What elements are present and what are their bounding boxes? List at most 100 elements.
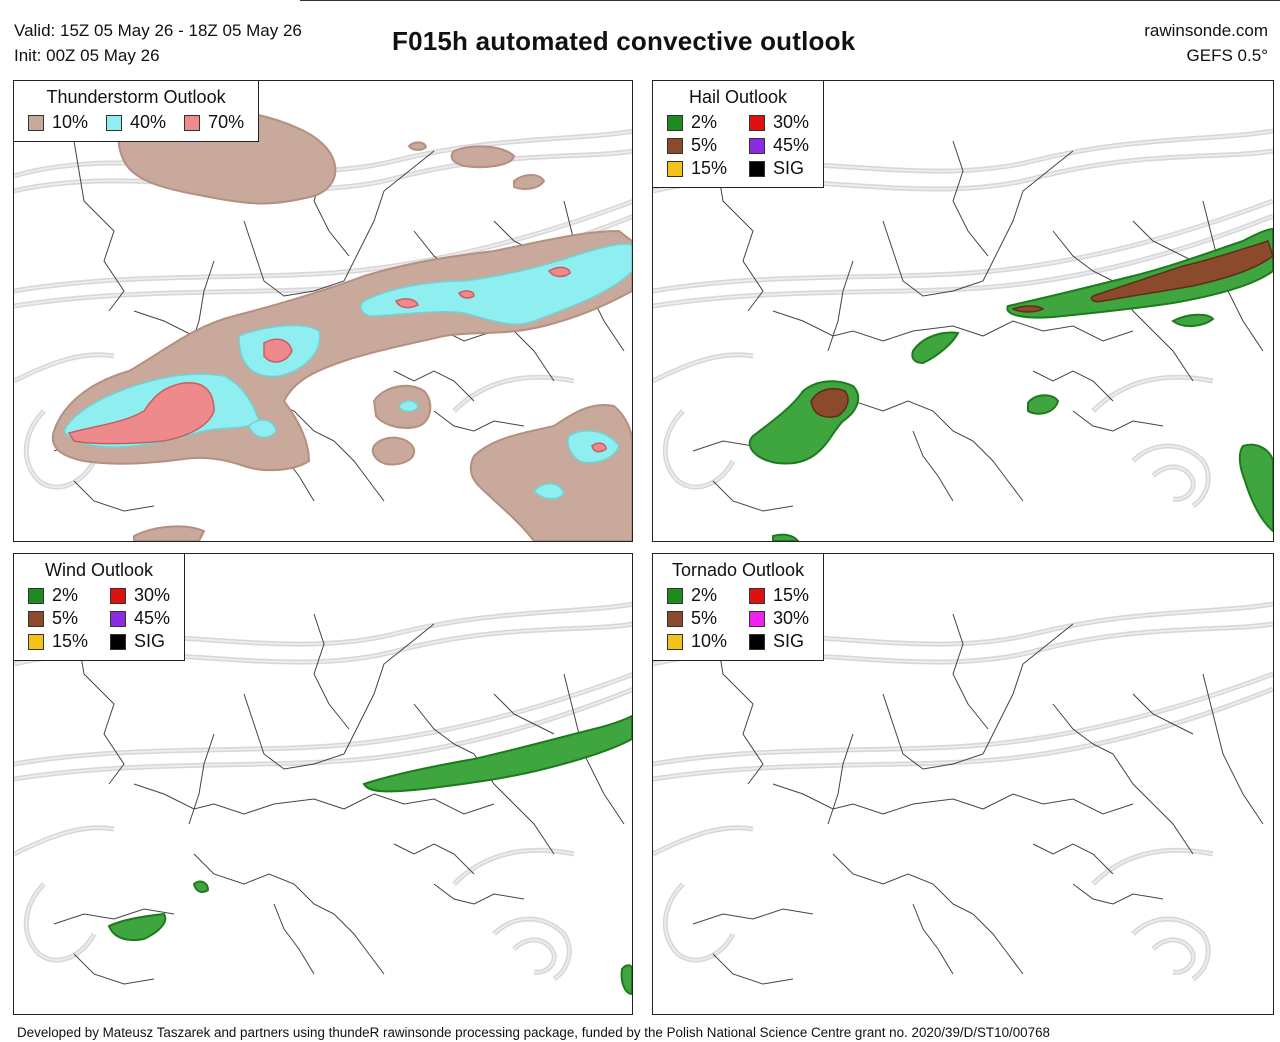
country-border xyxy=(772,783,984,815)
country-border xyxy=(243,220,345,297)
country-border xyxy=(273,903,315,975)
country-border xyxy=(343,623,435,755)
legend-swatch xyxy=(667,137,683,154)
country-border xyxy=(413,703,475,755)
page-title: F015h automated convective outlook xyxy=(392,26,856,56)
legend-swatch xyxy=(28,587,44,604)
legend-label: 10% xyxy=(691,631,728,651)
ts10-small xyxy=(408,141,427,151)
ts40-poland-ukraine xyxy=(359,243,632,326)
hail5-ukraine xyxy=(1011,305,1045,313)
legend-label: 10% xyxy=(52,112,89,132)
legend-item: 15% xyxy=(28,631,88,652)
legend-label: 15% xyxy=(691,158,728,178)
country-border xyxy=(73,613,125,785)
site-name: rawinsonde.com xyxy=(1144,21,1268,40)
legend-swatch xyxy=(106,114,123,131)
country-border xyxy=(832,853,974,915)
legend-swatch xyxy=(749,137,766,154)
country-border xyxy=(712,613,764,785)
country-border xyxy=(712,140,764,312)
country-border xyxy=(882,220,984,297)
legend-label: 45% xyxy=(773,135,810,155)
country-border xyxy=(1032,843,1114,875)
country-border xyxy=(692,908,814,925)
legend-swatch xyxy=(667,114,683,131)
legend-swatch xyxy=(749,160,766,177)
hail-map xyxy=(653,128,1273,541)
jet-streamline-core xyxy=(453,376,575,412)
jet-streamline-core xyxy=(14,688,632,780)
jet-streamline-core xyxy=(14,673,632,765)
wind2-france xyxy=(192,880,210,893)
ts70-poland-1 xyxy=(394,298,419,309)
jet-streamline-core xyxy=(1152,939,1195,974)
country-border xyxy=(133,783,345,815)
ts10-bosnia-blob xyxy=(371,436,416,466)
country-border xyxy=(982,623,1074,755)
legend-item: 10% xyxy=(28,112,88,133)
top-rule xyxy=(300,0,1280,1)
legend-label: 2% xyxy=(52,585,79,605)
jet-streamline xyxy=(452,374,575,413)
jet-streamline xyxy=(14,352,115,384)
wind-panel: Wind Outlook 2% 30% 5% 45% 15% SIG xyxy=(13,553,633,1015)
country-border xyxy=(343,150,435,282)
legend-item: 70% xyxy=(184,112,244,133)
country-border xyxy=(73,140,125,312)
jet-streamline xyxy=(653,352,754,384)
legend-swatch xyxy=(28,633,44,650)
country-border xyxy=(243,693,345,770)
jet-streamline-core xyxy=(1092,376,1214,412)
hail-legend-title: Hail Outlook xyxy=(689,87,788,107)
ts70-russia xyxy=(547,266,571,278)
legend-swatch xyxy=(110,633,127,650)
hail2-russia-band xyxy=(1006,227,1273,319)
jet-streamline-core xyxy=(664,410,734,488)
legend-swatch xyxy=(28,610,44,627)
country-border xyxy=(493,693,555,735)
country-border xyxy=(193,853,335,915)
legend-label: SIG xyxy=(773,158,805,178)
country-border xyxy=(1072,883,1164,905)
init-time: Init: 00Z 05 May 26 xyxy=(14,46,160,65)
country-border xyxy=(433,410,525,432)
wind2-spain xyxy=(107,912,167,942)
legend-swatch xyxy=(749,633,766,650)
legend-label: 5% xyxy=(691,608,718,628)
legend-label: 30% xyxy=(773,112,810,132)
country-border xyxy=(882,693,984,770)
jet-streamline-core xyxy=(1132,918,1210,980)
hail2-russia-east xyxy=(1171,313,1215,327)
ts10-turkey-band xyxy=(469,404,632,541)
country-border xyxy=(333,913,385,975)
legend-item: 45% xyxy=(110,608,170,629)
country-border xyxy=(1132,220,1194,262)
ts70-czech xyxy=(263,338,293,363)
hail2-romania xyxy=(1027,394,1060,415)
legend-swatch xyxy=(184,114,201,131)
hail2-germany xyxy=(911,331,960,365)
jet-streamline xyxy=(653,825,754,857)
country-border xyxy=(912,430,954,502)
thunderstorm-70pct-areas xyxy=(67,266,607,453)
jet-streamline-core xyxy=(14,130,632,177)
model-name: GEFS 0.5° xyxy=(1186,46,1268,65)
jet-streamline-core xyxy=(1092,849,1214,885)
country-border xyxy=(343,793,495,815)
jet-streamline-core xyxy=(653,673,1273,765)
legend-swatch xyxy=(749,610,766,627)
country-border xyxy=(952,613,989,730)
jet-streamline xyxy=(452,847,575,886)
legend-label: 5% xyxy=(691,135,718,155)
tornado-map xyxy=(653,601,1273,985)
country-border xyxy=(1202,673,1264,825)
jet-streamline-core xyxy=(14,200,632,292)
country-border xyxy=(73,953,155,985)
legend-label: 70% xyxy=(208,112,245,132)
country-border xyxy=(188,733,215,825)
jet-streamline-core xyxy=(653,688,1273,780)
tornado-legend-title: Tornado Outlook xyxy=(671,560,805,580)
legend-item: 5% xyxy=(667,608,727,629)
country-border xyxy=(772,310,984,342)
